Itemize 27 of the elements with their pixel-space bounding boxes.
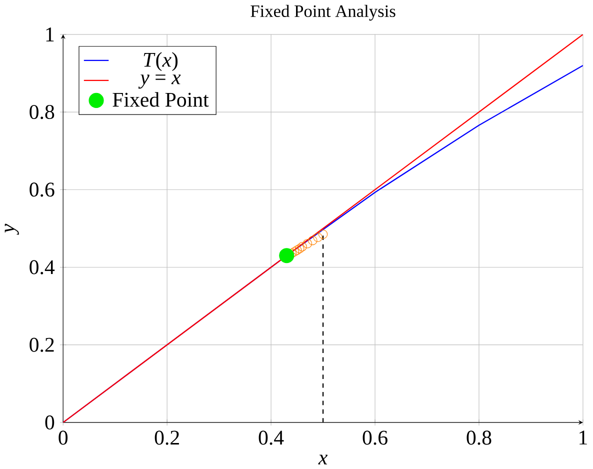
legend-label: Fixed Point bbox=[112, 92, 209, 107]
x-tick-label: 1 bbox=[580, 430, 587, 444]
point bbox=[290, 247, 300, 256]
legend-label: T(x) bbox=[144, 52, 178, 71]
y-tick-label: 0.8 bbox=[30, 104, 54, 120]
x-axis-title: x bbox=[318, 454, 328, 464]
chart-title: Fixed Point Analysis bbox=[250, 4, 396, 21]
y-tick-label: 0.2 bbox=[30, 338, 54, 352]
point bbox=[302, 238, 312, 248]
y-tick-label: 0.6 bbox=[30, 182, 54, 197]
y-tick-label: 0.4 bbox=[30, 260, 55, 274]
point bbox=[279, 248, 294, 264]
x-tick-label: 0.2 bbox=[154, 430, 179, 445]
x-tick-label: 0.6 bbox=[362, 430, 388, 445]
x-tick-label: 0.8 bbox=[466, 430, 492, 445]
y-axis-title: y bbox=[4, 224, 19, 235]
x-tick-label: 0.4 bbox=[258, 430, 284, 445]
point bbox=[308, 236, 318, 246]
point bbox=[292, 245, 302, 255]
y-tick-label: 1 bbox=[46, 27, 54, 42]
point bbox=[295, 244, 304, 254]
point bbox=[313, 232, 322, 242]
y-tick-label: 0 bbox=[45, 415, 54, 430]
point bbox=[298, 242, 307, 252]
point bbox=[318, 230, 328, 239]
x-tick-label: 0 bbox=[58, 430, 68, 445]
legend-label: y = x bbox=[138, 74, 181, 89]
